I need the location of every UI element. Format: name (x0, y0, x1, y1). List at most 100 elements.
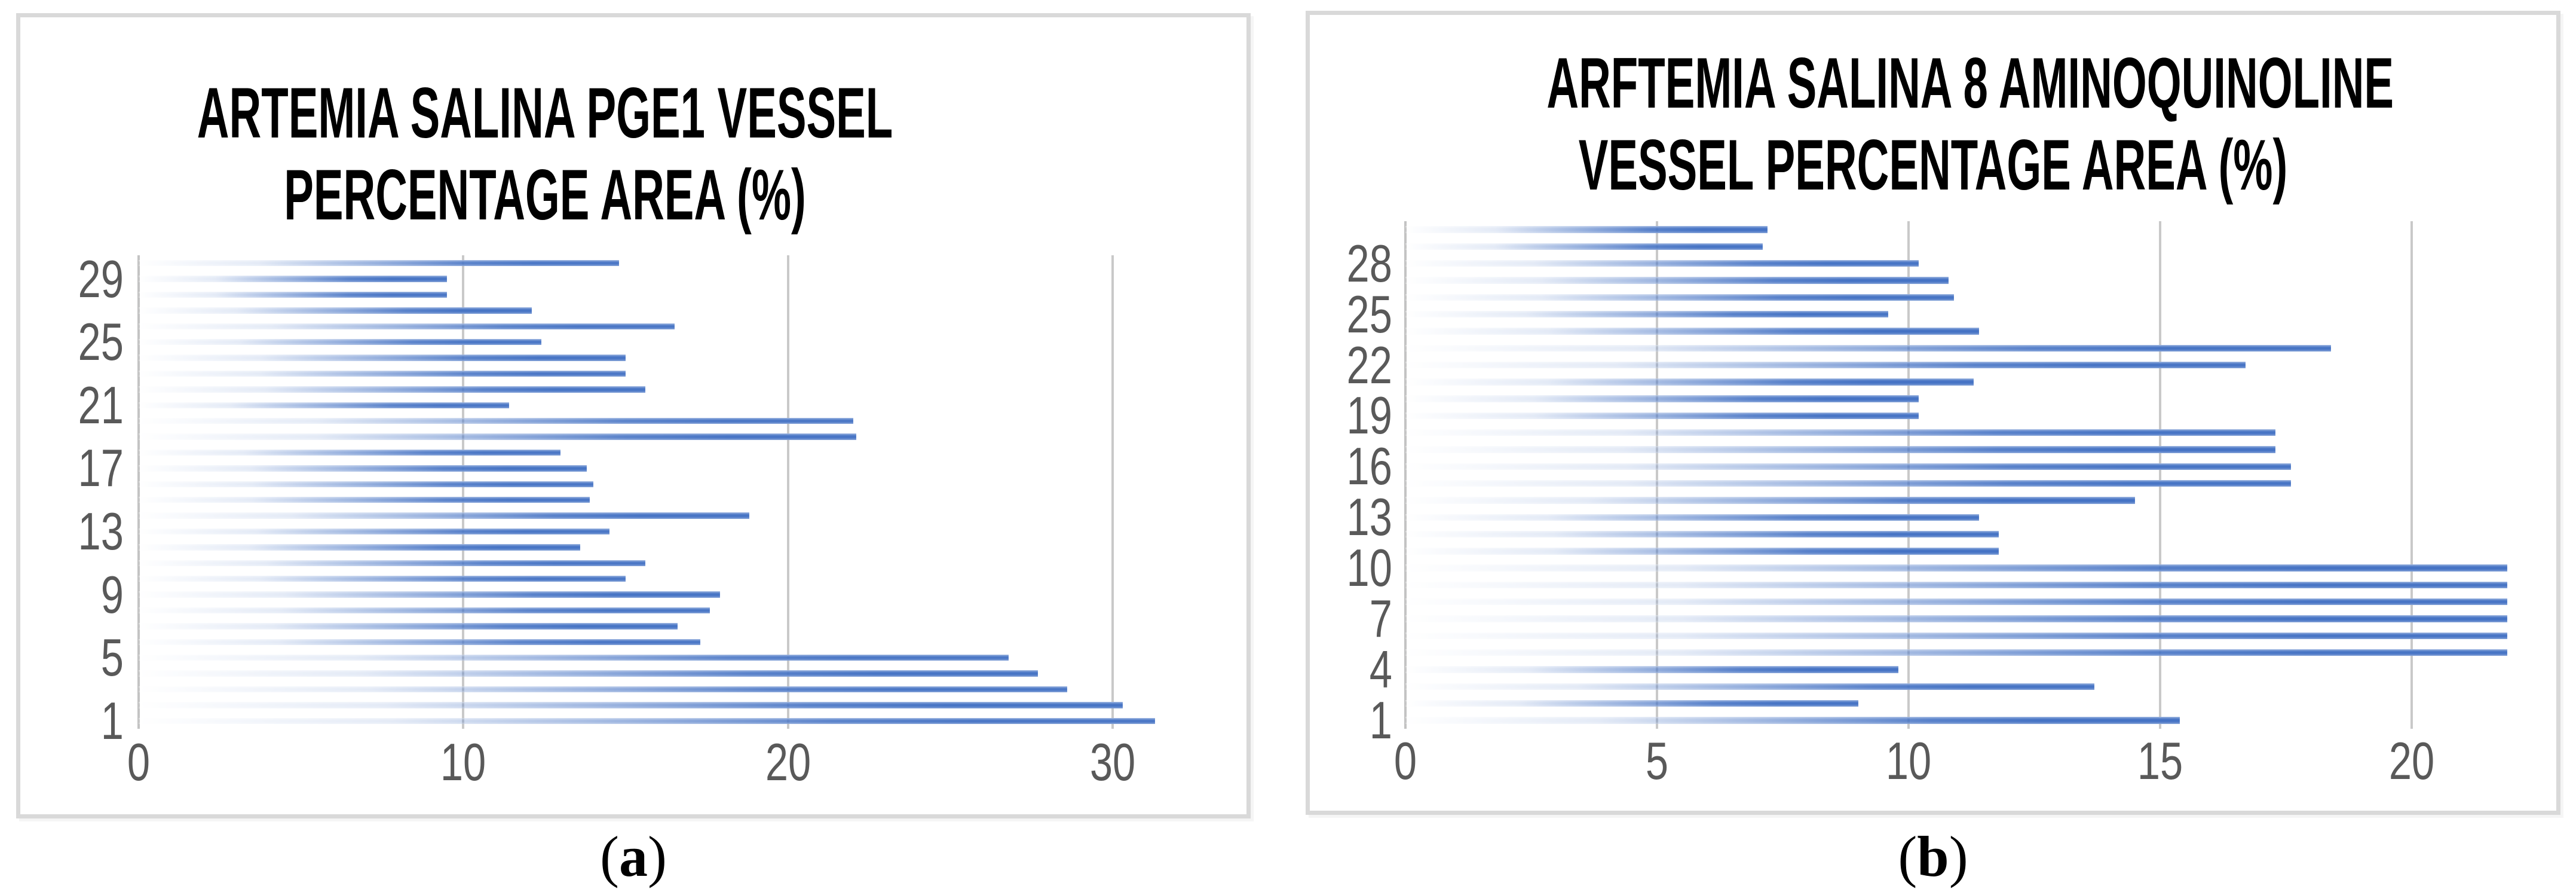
bar-sample-7 (1405, 615, 2507, 622)
y-tick-label-25: 25 (1334, 288, 1392, 341)
bar-sample-12 (1405, 530, 1999, 538)
x-tick-label-10: 10 (1879, 732, 1938, 790)
y-tick-label-text-25: 25 (78, 312, 124, 372)
y-tick-label-text-28: 28 (1346, 233, 1392, 293)
bar-sample-1 (1405, 717, 2180, 724)
bar-sample-9 (1405, 581, 2507, 589)
y-tick-label-text-16: 16 (1346, 436, 1392, 496)
x-tick-label-15: 15 (2131, 732, 2189, 790)
bar-sample-26 (1405, 294, 1954, 301)
x-axis-labels-a: 0 10 20 30 (127, 733, 1178, 799)
y-tick-label-text-17: 17 (78, 438, 124, 498)
bar-sample-1 (139, 717, 1155, 725)
caption-b-paren-open: ( (1898, 824, 1918, 888)
bar-sample-19 (1405, 412, 1919, 420)
gridline-x-5 (1655, 221, 1658, 729)
bar-sample-17 (1405, 446, 2276, 453)
bar-sample-29 (139, 276, 448, 282)
y-tick-label-text-21: 21 (78, 375, 124, 435)
x-tick-label-20: 20 (2382, 732, 2441, 790)
bar-sample-28 (139, 291, 448, 298)
bar-sample-21 (1405, 378, 1974, 386)
bar-sample-9 (139, 591, 720, 598)
bar-sample-25 (1405, 310, 1889, 318)
chart-title-b-line-1: ARFTEMIA SALINA 8 AMINOQUINOLINE (1546, 43, 2394, 123)
bar-sample-6 (1405, 632, 2507, 639)
x-tick-label-0: 0 (124, 733, 154, 792)
bar-sample-13 (139, 528, 609, 535)
bar-sample-5 (1405, 649, 2507, 656)
y-tick-label-text-13: 13 (1346, 487, 1392, 547)
x-tick-label-text-5: 5 (1645, 731, 1668, 790)
gridline-x-30 (1111, 255, 1114, 729)
bar-sample-10 (139, 575, 626, 582)
bar-sample-15 (139, 496, 590, 503)
bar-sample-13 (1405, 514, 1979, 521)
y-axis-line (137, 255, 140, 729)
x-tick-label-5: 5 (1642, 732, 1671, 790)
bar-sample-30 (1405, 226, 1768, 233)
chart-title-b: ARFTEMIA SALINA 8 AMINOQUINOLINE VESSEL … (1310, 42, 2556, 206)
y-tick-label-text-1: 1 (1369, 690, 1392, 750)
bar-sample-22 (139, 386, 645, 393)
x-tick-label-text-10: 10 (1885, 731, 1931, 790)
y-axis-labels-a: 29 25 21 17 13 9 5 1 (20, 249, 124, 747)
bar-sample-11 (1405, 548, 1999, 555)
bar-sample-6 (139, 639, 701, 646)
y-tick-label-13: 13 (1334, 491, 1392, 543)
chart-panel-b: ARFTEMIA SALINA 8 AMINOQUINOLINE VESSEL … (1306, 11, 2560, 815)
caption-a-paren-open: ( (600, 824, 619, 888)
bar-sample-24 (139, 355, 626, 361)
bar-sample-15 (1405, 479, 2291, 487)
bar-sample-8 (139, 607, 710, 614)
y-tick-label-5: 5 (94, 631, 124, 684)
caption-a-letter: a (619, 824, 648, 888)
subfigure-caption-b: (b) (1306, 828, 2560, 885)
y-tick-label-text-29: 29 (78, 249, 124, 308)
bar-sample-21 (139, 402, 509, 409)
chart-title-a-line-1: ARTEMIA SALINA PGE1 VESSEL (197, 73, 893, 153)
x-tick-label-text-15: 15 (2137, 731, 2183, 790)
y-tick-label-13: 13 (65, 505, 124, 558)
bar-sample-12 (139, 544, 581, 551)
caption-b-letter: b (1917, 824, 1949, 888)
bar-sample-2 (139, 702, 1123, 708)
gridline-x-20 (2410, 221, 2413, 729)
x-tick-label-text-20: 20 (2388, 731, 2434, 790)
bar-sample-14 (139, 512, 749, 519)
caption-b-paren-close: ) (1949, 824, 1968, 888)
y-tick-label-29: 29 (65, 249, 124, 308)
y-axis-line (1404, 221, 1407, 729)
x-tick-label-30: 30 (1083, 733, 1142, 792)
y-tick-label-28: 28 (1334, 237, 1392, 290)
gridline-x-15 (2158, 221, 2161, 729)
subfigure-caption-a: (a) (16, 828, 1251, 885)
bar-sample-27 (139, 307, 532, 314)
y-tick-label-1: 1 (94, 691, 124, 750)
bar-sample-27 (1405, 277, 1949, 284)
bar-sample-2 (1405, 699, 1858, 707)
y-tick-label-text-13: 13 (78, 502, 124, 561)
gridline-x-10 (1907, 221, 1910, 729)
y-tick-label-9: 9 (94, 568, 124, 621)
x-tick-label-text-0: 0 (1393, 731, 1417, 790)
bar-sample-3 (1405, 683, 2095, 690)
y-tick-label-text-25: 25 (1346, 284, 1392, 344)
y-tick-label-4: 4 (1363, 643, 1392, 696)
bar-sample-25 (139, 338, 541, 346)
bar-sample-5 (139, 654, 1009, 661)
chart-title-b-line-2: VESSEL PERCENTAGE AREA (%) (1578, 124, 2288, 205)
y-tick-label-1: 1 (1363, 694, 1392, 747)
y-tick-label-text-1: 1 (100, 691, 124, 750)
bar-sample-16 (139, 481, 593, 488)
bar-sample-14 (1405, 497, 2135, 504)
y-tick-label-16: 16 (1334, 440, 1392, 493)
caption-a-paren-close: ) (648, 824, 667, 888)
plot-area-b (1404, 221, 2512, 729)
x-tick-label-0: 0 (1391, 732, 1420, 790)
bar-sample-16 (1405, 463, 2291, 470)
bar-sample-20 (139, 417, 853, 424)
bar-sample-4 (139, 670, 1039, 677)
bar-sample-26 (139, 323, 675, 330)
bar-sample-30 (139, 259, 620, 267)
